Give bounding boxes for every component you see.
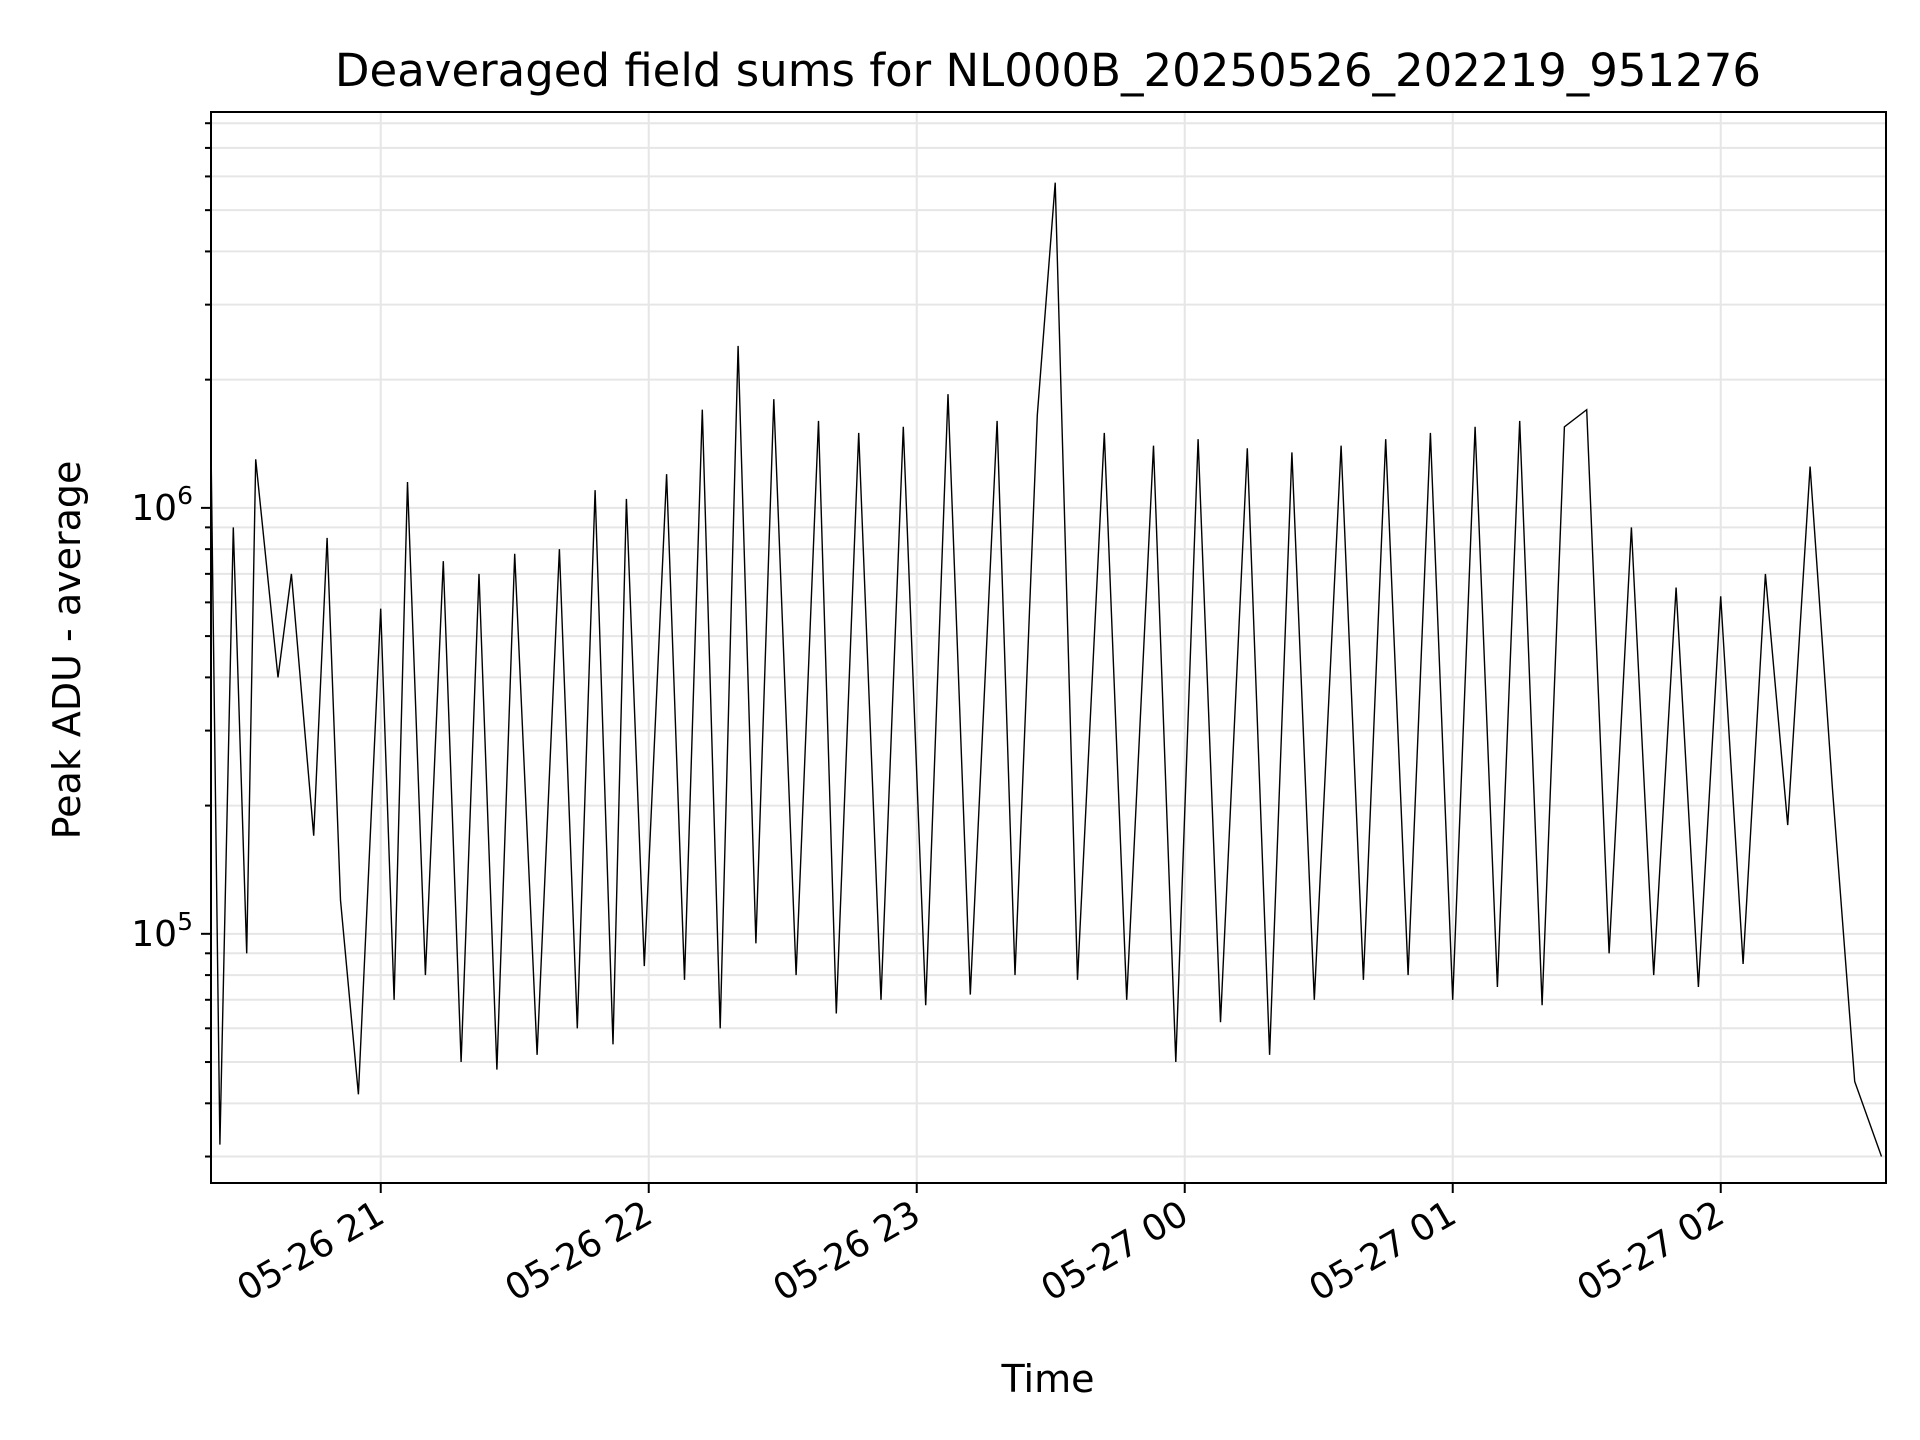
x-axis-label: Time — [1001, 1357, 1095, 1401]
y-axis-label: Peak ADU - average — [45, 461, 89, 840]
series-line — [210, 182, 1883, 1157]
y-tick-label: 105 — [131, 907, 193, 955]
plot-area — [210, 182, 1883, 1157]
y-tick-label: 106 — [131, 481, 193, 529]
plot-frame — [210, 111, 1887, 1184]
grid — [211, 112, 1886, 1183]
chart-title: Deaveraged field sums for NL000B_2025052… — [335, 44, 1761, 97]
